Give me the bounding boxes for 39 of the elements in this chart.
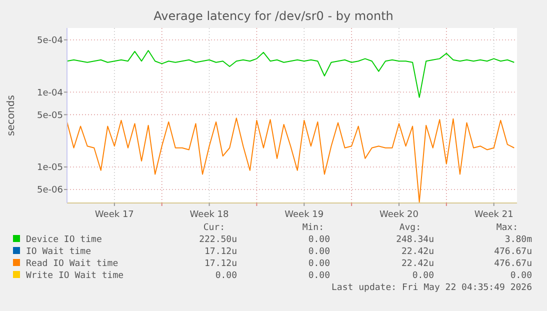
text: 476.67u <box>494 259 532 269</box>
text: Last update: Fri May 22 04:35:49 2026 <box>332 283 532 293</box>
text: 248.34u <box>396 235 434 245</box>
line-series <box>66 50 515 98</box>
text: Min: <box>302 223 324 233</box>
text: 0.00 <box>215 271 237 281</box>
text: 0.00 <box>308 235 330 245</box>
text: Max: <box>496 223 518 233</box>
text: Avg: <box>399 223 421 233</box>
text: 0.00 <box>510 271 532 281</box>
text: 0.00 <box>308 259 330 269</box>
chart-title: Average latency for /dev/sr0 - by month <box>154 9 394 23</box>
legend-label: Read IO Wait time <box>26 259 118 269</box>
text: 0.00 <box>308 271 330 281</box>
text: 22.42u <box>401 259 434 269</box>
text: 3.80m <box>504 235 532 245</box>
text: 222.50u <box>199 235 237 245</box>
y-axis-title: seconds <box>6 95 17 136</box>
legend-label: Write IO Wait time <box>26 271 124 281</box>
x-tick-label: Week 21 <box>474 210 514 220</box>
text: 17.12u <box>204 259 237 269</box>
y-tick-label: 1e-04 <box>37 88 64 98</box>
y-tick-label: 5e-06 <box>37 186 64 196</box>
legend-label: Device IO time <box>26 235 102 245</box>
y-tick-label: 5e-04 <box>37 36 64 46</box>
text: 17.12u <box>204 247 237 257</box>
x-tick-label: Week 19 <box>284 210 324 220</box>
x-tick-label: Week 20 <box>380 210 419 220</box>
x-tick-label: Week 18 <box>190 210 230 220</box>
x-tick-label: Week 17 <box>94 210 134 220</box>
text: 0.00 <box>308 247 330 257</box>
legend-label: IO Wait time <box>26 247 92 257</box>
text: 22.42u <box>401 247 434 257</box>
y-tick-label: 5e-05 <box>37 110 63 121</box>
text: Cur: <box>203 223 225 233</box>
line-series <box>66 118 515 203</box>
text: 476.67u <box>494 247 532 257</box>
text: 0.00 <box>412 271 434 281</box>
y-tick-label: 1e-05 <box>37 163 63 174</box>
